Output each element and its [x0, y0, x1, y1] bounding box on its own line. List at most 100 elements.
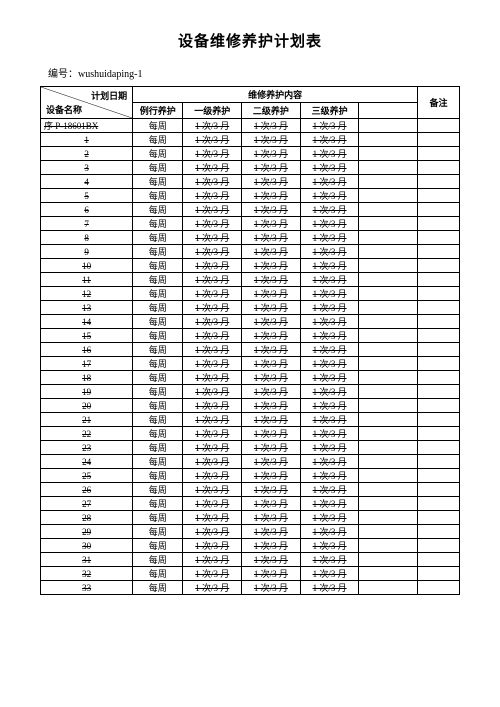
- cell-level2: 1 次/3 月: [242, 161, 301, 175]
- cell-remarks: [418, 189, 460, 203]
- table-row: 15每周1 次/3 月1 次/3 月1 次/3 月: [41, 329, 460, 343]
- table-row: 28每周1 次/3 月1 次/3 月1 次/3 月: [41, 511, 460, 525]
- cell-routine: 每周: [133, 329, 183, 343]
- cell-level2: 1 次/3 月: [242, 231, 301, 245]
- cell-routine: 每周: [133, 455, 183, 469]
- header-remarks: 备注: [418, 87, 460, 119]
- header-level1: 一级养护: [183, 103, 242, 119]
- cell-remarks-empty: [359, 231, 418, 245]
- cell-level1: 1 次/3 月: [183, 315, 242, 329]
- table-row: 21每周1 次/3 月1 次/3 月1 次/3 月: [41, 413, 460, 427]
- cell-remarks: [418, 553, 460, 567]
- table-row: 18每周1 次/3 月1 次/3 月1 次/3 月: [41, 371, 460, 385]
- cell-remarks-empty: [359, 371, 418, 385]
- cell-routine: 每周: [133, 175, 183, 189]
- cell-remarks-empty: [359, 175, 418, 189]
- cell-index: 23: [41, 441, 133, 455]
- table-row: 23每周1 次/3 月1 次/3 月1 次/3 月: [41, 441, 460, 455]
- cell-remarks-empty: [359, 511, 418, 525]
- cell-level1: 1 次/3 月: [183, 553, 242, 567]
- cell-level3: 1 次/3 月: [300, 357, 359, 371]
- cell-remarks-empty: [359, 161, 418, 175]
- table-row: 5每周1 次/3 月1 次/3 月1 次/3 月: [41, 189, 460, 203]
- doc-no-label: 编号：: [48, 69, 78, 80]
- table-row: 19每周1 次/3 月1 次/3 月1 次/3 月: [41, 385, 460, 399]
- cell-index: 12: [41, 287, 133, 301]
- cell-level3: 1 次/3 月: [300, 385, 359, 399]
- header-device-name: 设备名称: [46, 103, 82, 116]
- cell-level2: 1 次/3 月: [242, 511, 301, 525]
- cell-remarks: [418, 539, 460, 553]
- cell-level2: 1 次/3 月: [242, 525, 301, 539]
- cell-routine: 每周: [133, 511, 183, 525]
- cell-level3: 1 次/3 月: [300, 133, 359, 147]
- cell-index: 18: [41, 371, 133, 385]
- page-title: 设备维修养护计划表: [40, 30, 460, 51]
- cell-level3: 1 次/3 月: [300, 483, 359, 497]
- cell-routine: 每周: [133, 483, 183, 497]
- header-diagonal-cell: 计划日期 设备名称: [41, 87, 133, 119]
- cell-routine: 每周: [133, 357, 183, 371]
- cell-remarks: [418, 273, 460, 287]
- cell-level3: 1 次/3 月: [300, 525, 359, 539]
- cell-level1: 1 次/3 月: [183, 357, 242, 371]
- cell-level1: 1 次/3 月: [183, 539, 242, 553]
- cell-index: 22: [41, 427, 133, 441]
- cell-level2: 1 次/3 月: [242, 483, 301, 497]
- table-row: 22每周1 次/3 月1 次/3 月1 次/3 月: [41, 427, 460, 441]
- cell-level2: 1 次/3 月: [242, 273, 301, 287]
- cell-level1: 1 次/3 月: [183, 567, 242, 581]
- cell-level1: 1 次/3 月: [183, 427, 242, 441]
- cell-remarks-empty: [359, 329, 418, 343]
- cell-remarks-empty: [359, 301, 418, 315]
- cell-level2: 1 次/3 月: [242, 539, 301, 553]
- cell-remarks: [418, 119, 460, 133]
- cell-routine: 每周: [133, 203, 183, 217]
- header-level3: 三级养护: [300, 103, 359, 119]
- cell-level2: 1 次/3 月: [242, 455, 301, 469]
- cell-index: 17: [41, 357, 133, 371]
- cell-level3: 1 次/3 月: [300, 553, 359, 567]
- cell-level2: 1 次/3 月: [242, 357, 301, 371]
- table-row: 25每周1 次/3 月1 次/3 月1 次/3 月: [41, 469, 460, 483]
- cell-index: 27: [41, 497, 133, 511]
- cell-index: 3: [41, 161, 133, 175]
- cell-remarks: [418, 231, 460, 245]
- cell-remarks: [418, 455, 460, 469]
- table-row: 4每周1 次/3 月1 次/3 月1 次/3 月: [41, 175, 460, 189]
- cell-remarks-empty: [359, 581, 418, 595]
- cell-routine: 每周: [133, 497, 183, 511]
- cell-level1: 1 次/3 月: [183, 119, 242, 133]
- cell-level1: 1 次/3 月: [183, 245, 242, 259]
- cell-index: 16: [41, 343, 133, 357]
- cell-remarks-empty: [359, 525, 418, 539]
- cell-routine: 每周: [133, 441, 183, 455]
- cell-level3: 1 次/3 月: [300, 441, 359, 455]
- cell-index: 5: [41, 189, 133, 203]
- cell-level3: 1 次/3 月: [300, 455, 359, 469]
- cell-routine: 每周: [133, 147, 183, 161]
- cell-level2: 1 次/3 月: [242, 581, 301, 595]
- cell-remarks-empty: [359, 455, 418, 469]
- cell-level1: 1 次/3 月: [183, 217, 242, 231]
- cell-level3: 1 次/3 月: [300, 119, 359, 133]
- cell-level3: 1 次/3 月: [300, 567, 359, 581]
- cell-level3: 1 次/3 月: [300, 469, 359, 483]
- table-row: 31每周1 次/3 月1 次/3 月1 次/3 月: [41, 553, 460, 567]
- cell-remarks-empty: [359, 469, 418, 483]
- cell-level2: 1 次/3 月: [242, 287, 301, 301]
- cell-level3: 1 次/3 月: [300, 497, 359, 511]
- cell-routine: 每周: [133, 413, 183, 427]
- cell-level2: 1 次/3 月: [242, 245, 301, 259]
- cell-level2: 1 次/3 月: [242, 119, 301, 133]
- cell-index: 6: [41, 203, 133, 217]
- cell-remarks-empty: [359, 273, 418, 287]
- cell-level2: 1 次/3 月: [242, 371, 301, 385]
- cell-remarks-empty: [359, 357, 418, 371]
- table-row: 27每周1 次/3 月1 次/3 月1 次/3 月: [41, 497, 460, 511]
- cell-level2: 1 次/3 月: [242, 399, 301, 413]
- cell-level1: 1 次/3 月: [183, 189, 242, 203]
- cell-index: 19: [41, 385, 133, 399]
- cell-level1: 1 次/3 月: [183, 497, 242, 511]
- cell-remarks-empty: [359, 567, 418, 581]
